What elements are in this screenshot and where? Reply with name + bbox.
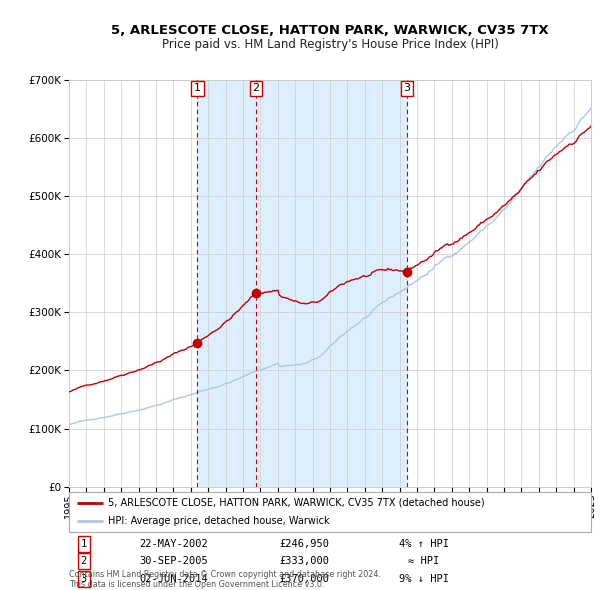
- Text: £370,000: £370,000: [279, 574, 329, 584]
- Text: 3: 3: [403, 83, 410, 93]
- Text: ≈ HPI: ≈ HPI: [409, 556, 440, 566]
- Text: 2: 2: [80, 556, 87, 566]
- Text: Contains HM Land Registry data © Crown copyright and database right 2024.
This d: Contains HM Land Registry data © Crown c…: [69, 570, 381, 589]
- Text: 5, ARLESCOTE CLOSE, HATTON PARK, WARWICK, CV35 7TX: 5, ARLESCOTE CLOSE, HATTON PARK, WARWICK…: [111, 24, 549, 37]
- Text: 9% ↓ HPI: 9% ↓ HPI: [399, 574, 449, 584]
- Text: Price paid vs. HM Land Registry's House Price Index (HPI): Price paid vs. HM Land Registry's House …: [161, 38, 499, 51]
- Text: £333,000: £333,000: [279, 556, 329, 566]
- Text: £246,950: £246,950: [279, 539, 329, 549]
- Text: 3: 3: [80, 574, 87, 584]
- Bar: [197, 80, 407, 487]
- Text: 1: 1: [80, 539, 87, 549]
- Text: 4% ↑ HPI: 4% ↑ HPI: [399, 539, 449, 549]
- Text: 5, ARLESCOTE CLOSE, HATTON PARK, WARWICK, CV35 7TX (detached house): 5, ARLESCOTE CLOSE, HATTON PARK, WARWICK…: [108, 498, 485, 508]
- Text: 2: 2: [253, 83, 260, 93]
- Text: 02-JUN-2014: 02-JUN-2014: [139, 574, 208, 584]
- Text: 22-MAY-2002: 22-MAY-2002: [139, 539, 208, 549]
- Text: HPI: Average price, detached house, Warwick: HPI: Average price, detached house, Warw…: [108, 516, 330, 526]
- Text: 1: 1: [194, 83, 201, 93]
- Text: 30-SEP-2005: 30-SEP-2005: [139, 556, 208, 566]
